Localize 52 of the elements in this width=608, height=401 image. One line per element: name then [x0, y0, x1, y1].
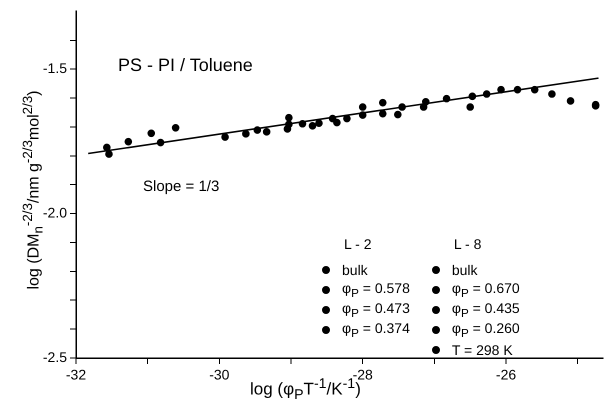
y-tick-label: -2.5 — [42, 348, 68, 365]
point — [530, 86, 539, 94]
point — [442, 94, 450, 102]
point — [466, 103, 474, 111]
point — [105, 150, 113, 158]
legend-label: φ$_{P}$ = 0.374 — [342, 320, 410, 340]
point — [358, 111, 366, 119]
point — [172, 124, 180, 132]
point — [242, 130, 250, 138]
point — [285, 120, 293, 128]
legend-label: φ$_{P}$ = 0.578 — [342, 280, 410, 300]
point — [378, 110, 387, 118]
annotation: L - 8 — [454, 236, 482, 252]
legend-label: φ$_{P}$ = 0.670 — [452, 280, 520, 300]
x-tick-label: -30 — [209, 366, 230, 382]
point — [147, 129, 156, 138]
legend-label: φ$_{P}$ = 0.260 — [452, 320, 520, 340]
point — [156, 138, 164, 146]
text: PS - PI / Toluene — [118, 55, 253, 76]
point — [482, 90, 490, 98]
point — [221, 133, 229, 141]
point — [262, 128, 270, 136]
point — [378, 98, 387, 106]
point — [514, 86, 522, 94]
point — [548, 90, 556, 98]
point — [124, 138, 132, 146]
point — [315, 119, 323, 127]
y-tick-label: -2.0 — [42, 204, 68, 220]
x-tick-label: -26 — [496, 366, 516, 382]
legend-label: T = 298 K — [452, 342, 513, 358]
point — [358, 103, 366, 111]
x-tick-label: -32 — [66, 366, 86, 382]
legend-label: bulk — [452, 262, 478, 278]
point — [298, 120, 306, 128]
point — [468, 92, 476, 100]
point — [566, 97, 574, 105]
y-tick-label: -1.5 — [42, 60, 68, 76]
point — [308, 122, 316, 130]
legend-label: φ$_{P}$ = 0.473 — [342, 300, 410, 320]
point — [254, 126, 262, 134]
annotation: L - 2 — [344, 236, 372, 252]
legend-label: bulk — [342, 262, 368, 278]
annotation: Slope = 1/3 — [143, 178, 220, 195]
point — [328, 114, 336, 122]
point — [343, 114, 351, 122]
point — [497, 86, 505, 94]
point — [285, 114, 293, 122]
point — [398, 103, 406, 111]
point — [422, 98, 430, 106]
point — [103, 144, 111, 152]
legend-label: φ$_{P}$ = 0.435 — [452, 300, 520, 320]
point — [394, 110, 402, 118]
